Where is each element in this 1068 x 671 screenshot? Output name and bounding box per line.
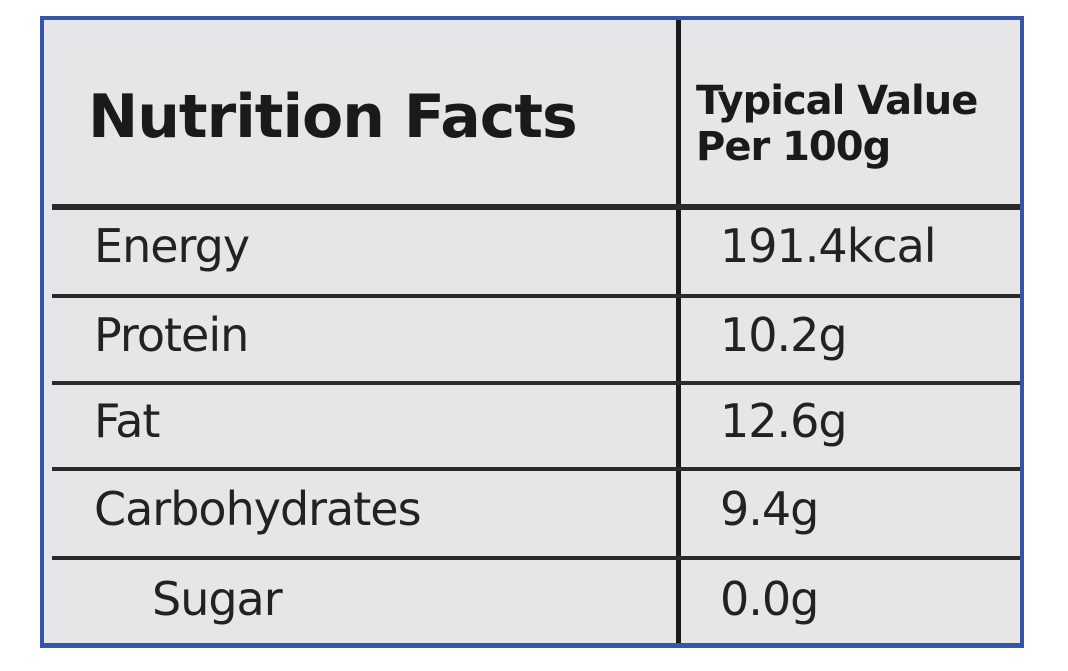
nutrient-name: Protein	[94, 307, 249, 362]
nutrient-value: 10.2g	[720, 307, 848, 362]
value-heading-line: Typical Value	[696, 78, 978, 124]
nutrition-table: Nutrition Facts Typical Value Per 100g E…	[40, 16, 1024, 648]
row-divider	[52, 294, 1020, 298]
nutrient-name: Carbohydrates	[94, 481, 422, 536]
row-divider	[52, 467, 1020, 471]
row-divider	[52, 204, 1020, 210]
column-divider	[676, 20, 681, 643]
table-title: Nutrition Facts	[88, 82, 578, 152]
nutrient-name: Fat	[94, 394, 160, 448]
nutrient-value: 191.4kcal	[720, 219, 937, 273]
nutrient-value: 0.0g	[720, 572, 819, 626]
nutrient-name: Energy	[94, 219, 250, 273]
nutrient-value: 12.6g	[720, 394, 848, 448]
nutrient-name: Sugar	[152, 572, 283, 626]
value-heading: Typical Value Per 100g	[696, 78, 978, 170]
row-divider	[52, 381, 1020, 385]
nutrient-value: 9.4g	[720, 481, 819, 536]
row-divider	[52, 556, 1020, 560]
value-heading-line: Per 100g	[696, 124, 891, 170]
